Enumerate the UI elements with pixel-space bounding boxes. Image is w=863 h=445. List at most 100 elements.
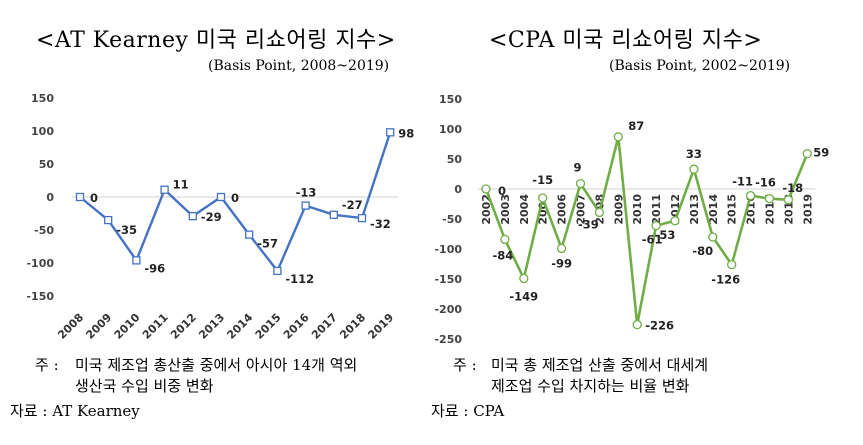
data-point-marker — [188, 211, 197, 221]
data-point-marker — [75, 192, 85, 202]
x-tick-label: 2006 — [556, 194, 569, 225]
data-point-marker — [357, 213, 367, 223]
data-label: -39 — [578, 217, 599, 231]
data-point-marker — [160, 185, 169, 194]
y-tick-label: -100 — [26, 257, 54, 270]
data-label: -112 — [285, 272, 314, 286]
data-point-marker — [764, 193, 775, 204]
data-label: 0 — [498, 184, 506, 198]
data-label: 59 — [813, 146, 829, 160]
chart-note-line-2: 제조업 수입 차지하는 비율 변화 — [491, 377, 690, 395]
data-point-marker — [802, 148, 812, 159]
y-tick-label: -50 — [34, 224, 54, 237]
data-label: -15 — [532, 173, 553, 187]
data-point-marker — [632, 319, 642, 330]
data-point-marker — [132, 256, 141, 265]
data-label: -29 — [201, 210, 222, 224]
x-tick-label: 2015 — [253, 311, 284, 342]
data-point-marker — [670, 216, 680, 226]
chart-note-prefix: 주 : — [453, 356, 477, 374]
data-label: -35 — [116, 223, 137, 237]
data-point-marker — [301, 201, 310, 210]
data-point-marker — [556, 243, 567, 254]
y-tick-label: 0 — [454, 183, 462, 196]
x-tick-label: 2013 — [688, 194, 701, 225]
x-tick-label: 2012 — [669, 194, 682, 225]
data-point-marker — [386, 128, 395, 137]
data-label: -57 — [257, 237, 278, 251]
x-tick-label: 2013 — [196, 311, 227, 342]
data-point-marker — [727, 259, 737, 270]
y-tick-label: 50 — [39, 158, 55, 171]
data-label: 0 — [231, 191, 239, 205]
x-tick-label: 2010 — [631, 194, 644, 225]
x-tick-label: 2017 — [309, 311, 340, 342]
y-tick-label: -150 — [434, 273, 462, 286]
y-tick-label: 100 — [31, 125, 54, 138]
data-label: -84 — [493, 248, 514, 262]
data-label: -11 — [732, 175, 753, 189]
data-point-marker — [783, 195, 794, 205]
chart-source: 자료 : AT Kearney — [10, 402, 140, 420]
x-tick-label: 2004 — [518, 194, 531, 225]
chart-panel-cpa: <CPA 미국 리쇼어링 지수> (Basis Point, 2002~2019… — [431, 0, 862, 445]
data-label: 87 — [628, 119, 644, 133]
x-tick-label: 2018 — [337, 311, 368, 342]
data-label: -126 — [711, 273, 740, 287]
chart-source: 자료 : CPA — [431, 402, 505, 420]
y-tick-label: 150 — [439, 93, 462, 106]
data-label: -226 — [645, 319, 674, 333]
data-point-marker — [245, 230, 254, 239]
data-label: -80 — [692, 244, 713, 258]
data-point-marker — [104, 215, 113, 225]
data-label: 33 — [686, 147, 702, 161]
data-point-marker — [538, 193, 548, 203]
y-tick-label: -250 — [434, 333, 462, 346]
x-tick-label: 2019 — [365, 311, 396, 342]
data-label: -18 — [782, 181, 803, 195]
data-label: 98 — [398, 126, 414, 140]
data-label: 0 — [90, 191, 98, 205]
data-label: -96 — [144, 261, 165, 275]
data-label: 11 — [173, 178, 189, 192]
data-point-marker — [500, 234, 510, 245]
data-point-marker — [273, 266, 282, 276]
data-label: -61 — [642, 233, 663, 247]
x-tick-label: 2011 — [650, 194, 663, 225]
chart-note-line-2: 생산국 수입 비중 변화 — [75, 377, 214, 395]
y-tick-label: 0 — [46, 191, 54, 204]
chart-panel-atkearney: <AT Kearney 미국 리쇼어링 지수> (Basis Point, 20… — [0, 0, 431, 445]
x-tick-label: 2007 — [575, 194, 588, 225]
x-tick-label: 2008 — [55, 311, 86, 342]
data-point-marker — [689, 164, 699, 174]
x-tick-label: 2010 — [112, 311, 143, 342]
x-tick-label: 2016 — [281, 311, 312, 342]
x-tick-label: 2014 — [707, 194, 720, 225]
data-point-marker — [481, 184, 491, 194]
y-tick-label: -50 — [442, 213, 462, 226]
data-point-marker — [745, 190, 756, 201]
x-tick-label: 2011 — [140, 311, 171, 342]
data-point-marker — [708, 232, 718, 242]
data-point-marker — [594, 207, 605, 218]
data-point-marker — [329, 210, 338, 219]
x-tick-label: 2012 — [168, 311, 199, 342]
y-tick-label: 100 — [439, 123, 462, 136]
data-label: -32 — [370, 217, 391, 231]
chart-note-line-1: 미국 총 제조업 산출 중에서 대세계 — [491, 356, 709, 374]
data-label: -27 — [342, 198, 363, 212]
data-point-marker — [575, 178, 586, 189]
data-label: -53 — [655, 228, 676, 242]
data-label: 9 — [573, 161, 581, 175]
data-label: -13 — [296, 186, 317, 200]
x-tick-label: 2002 — [480, 194, 493, 225]
data-label: -99 — [551, 256, 572, 270]
x-tick-label: 2015 — [726, 194, 739, 225]
y-tick-label: -200 — [434, 303, 462, 316]
series-line — [79, 131, 392, 273]
data-point-marker — [651, 220, 661, 231]
x-tick-label: 2009 — [83, 311, 114, 342]
data-point-marker — [216, 192, 226, 202]
data-label: -149 — [509, 289, 538, 303]
data-point-marker — [613, 132, 623, 142]
